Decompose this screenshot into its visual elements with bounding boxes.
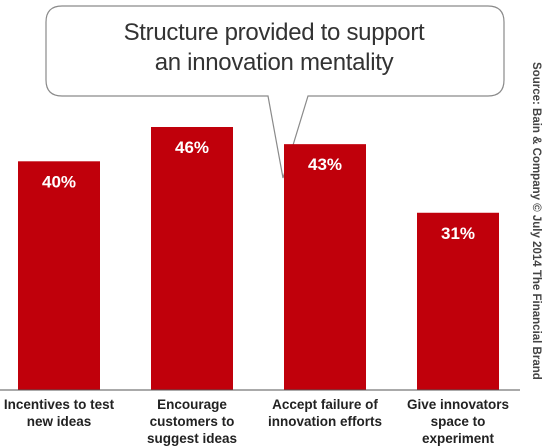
bar-4	[417, 212, 499, 390]
source-note: Source: Bain & Company © July 2014 The F…	[530, 62, 542, 380]
bars-layer: 40% 46% 43% 31%	[18, 127, 499, 390]
bar-value-label-3: 43%	[308, 155, 342, 174]
callout-bubble	[45, 5, 505, 179]
category-label-1-line-1: Incentives to test	[3, 397, 115, 412]
category-label-3-line-1: Accept failure of	[272, 397, 378, 412]
category-label-3-line-2: innovation efforts	[268, 414, 382, 429]
bar-1	[18, 161, 100, 390]
callout-title-line-2: an innovation mentality	[154, 49, 394, 76]
category-label-3: Accept failure of innovation efforts	[261, 396, 389, 430]
category-label-4-line-2: space to experiment	[421, 414, 495, 446]
bar-value-label-4: 31%	[441, 224, 475, 243]
callout-title: Structure provided to support an innovat…	[48, 18, 500, 78]
category-label-2: Encourage customers to suggest ideas	[128, 396, 256, 447]
category-label-4-line-1: Give innovators	[406, 397, 510, 412]
bar-2	[151, 127, 233, 390]
category-label-2-line-2: customers to	[149, 414, 235, 429]
category-label-1: Incentives to test new ideas	[0, 396, 123, 430]
category-label-4: Give innovators space to experiment	[394, 396, 522, 447]
category-label-2-line-1: Encourage	[157, 397, 227, 412]
bar-3	[284, 144, 366, 390]
callout-title-line-1: Structure provided to support	[123, 19, 425, 46]
bar-value-label-1: 40%	[42, 172, 76, 191]
category-label-1-line-2: new ideas	[26, 414, 92, 429]
bar-value-label-2: 46%	[175, 138, 209, 157]
category-label-2-line-3: suggest ideas	[146, 431, 238, 446]
